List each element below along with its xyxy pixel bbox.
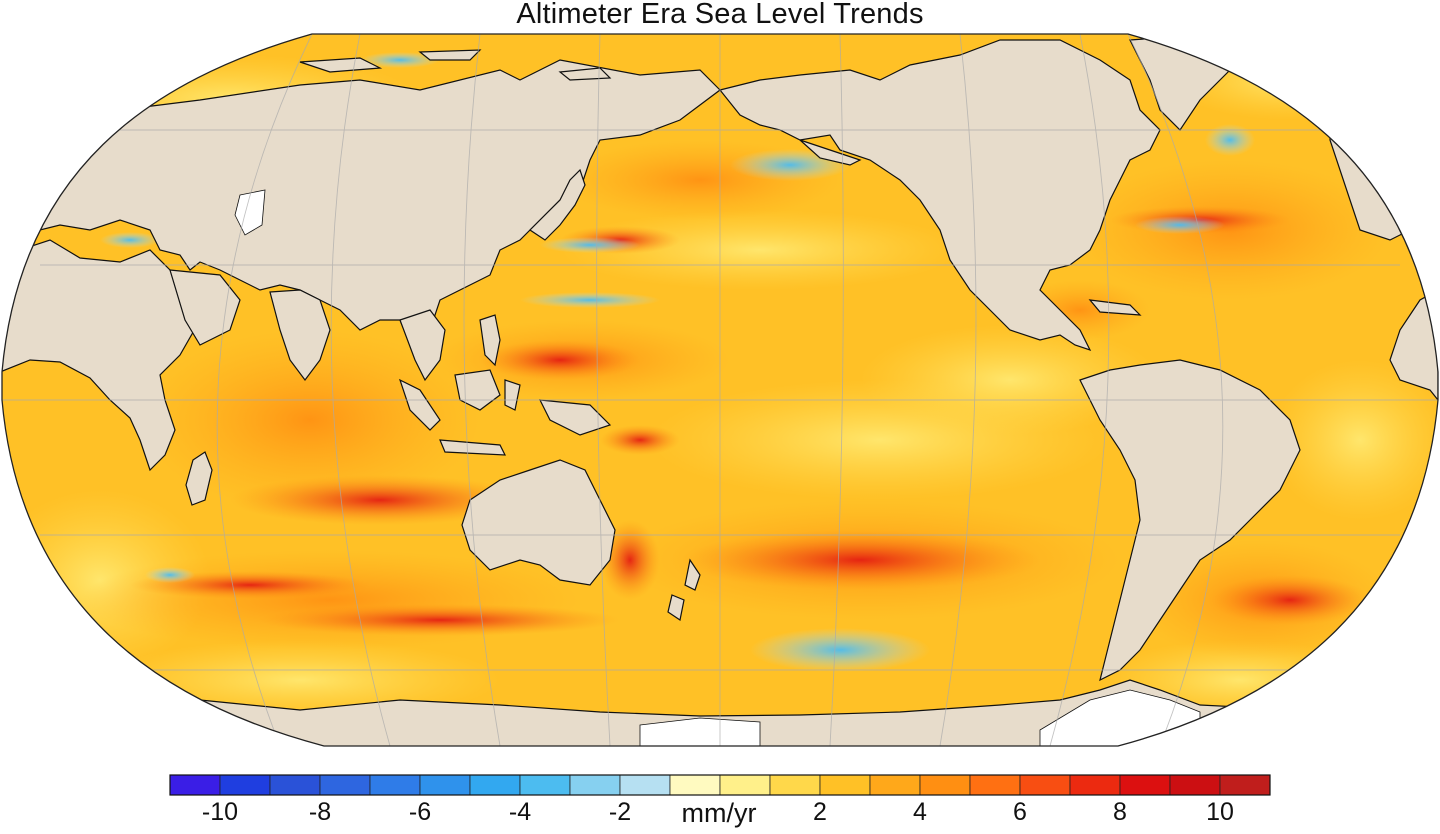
- colorbar-tick-label: 8: [1113, 798, 1127, 826]
- colorbar-tick-label: -2: [608, 798, 632, 826]
- colorbar-outline: [169, 774, 1271, 796]
- land-japan: [529, 168, 586, 241]
- land-papua: [538, 399, 612, 436]
- trend-blob: [230, 475, 530, 525]
- colorbar-bin: [419, 774, 471, 796]
- ice-antarctica-edge-left: [639, 717, 761, 746]
- trend-blob: [140, 330, 480, 510]
- colorbar-bin: [1019, 774, 1071, 796]
- trend-blob: [750, 628, 930, 672]
- colorbar-bin: [369, 774, 421, 796]
- land-madagascar: [185, 451, 213, 506]
- colorbar-units: mm/yr: [681, 798, 757, 828]
- land-north-america: [718, 39, 1161, 352]
- land-india: [269, 289, 331, 381]
- graticule-meridian: [1049, 34, 1110, 746]
- globe-outline: [1, 33, 1439, 747]
- graticule-meridian: [829, 34, 844, 746]
- graticule-meridian: [216, 34, 313, 746]
- trend-blob: [600, 520, 660, 600]
- colorbar-bin: [919, 774, 971, 796]
- colorbar-bins: [169, 774, 1271, 796]
- trend-blob: [360, 52, 440, 68]
- trend-blob: [100, 232, 160, 248]
- colorbar-bin: [469, 774, 521, 796]
- land-indochina: [399, 309, 446, 382]
- colorbar-tick-label: 2: [813, 798, 827, 826]
- land-philippines: [479, 314, 501, 367]
- globe-content: [2, 34, 1438, 746]
- colorbar-bin: [669, 774, 721, 796]
- land-new-zealand: [667, 558, 701, 621]
- colorbar-tick-label: 6: [1013, 798, 1027, 826]
- colorbar-bin: [1069, 774, 1121, 796]
- land-indonesia-sulawesi: [504, 379, 521, 411]
- colorbar-tick-label: -10: [201, 798, 239, 826]
- trend-blob: [1210, 575, 1370, 625]
- colorbar-bin: [519, 774, 571, 796]
- land-alaska-peninsula: [799, 139, 862, 166]
- colorbar-bin: [569, 774, 621, 796]
- colorbar-bin: [719, 774, 771, 796]
- colorbar-bin: [819, 774, 871, 796]
- trend-blob: [260, 604, 620, 636]
- land-africa-west: [1389, 288, 1438, 402]
- trend-blob: [540, 237, 640, 253]
- colorbar-bin: [969, 774, 1021, 796]
- land-south-america: [1079, 359, 1301, 682]
- trend-blob: [680, 530, 1040, 590]
- trend-blob: [1135, 216, 1225, 234]
- graticule-meridian: [1127, 34, 1224, 746]
- land-europe-asia: [2, 59, 721, 362]
- colorbar-tick-label: 4: [913, 798, 927, 826]
- graticule-meridian: [596, 34, 611, 746]
- colorbar-bin: [319, 774, 371, 796]
- trend-blob: [1205, 124, 1255, 156]
- graticule-meridian: [939, 34, 977, 746]
- colorbar-bin: [269, 774, 321, 796]
- land-arctic-islands: [299, 49, 612, 81]
- colorbar-tick-label: -4: [508, 798, 532, 826]
- colorbar-bin: [869, 774, 921, 796]
- land-indonesia-java: [439, 439, 506, 456]
- colorbar-bin: [619, 774, 671, 796]
- trend-blob: [860, 325, 1160, 435]
- colorbar-tick-label: 10: [1206, 798, 1234, 826]
- colorbar-bin: [1169, 774, 1221, 796]
- colorbar-tick-label: -8: [308, 798, 332, 826]
- land-arabia: [169, 269, 241, 346]
- graticule-meridian: [463, 34, 501, 746]
- colorbar-bin: [769, 774, 821, 796]
- graticule-meridian: [330, 34, 391, 746]
- map-title: Altimeter Era Sea Level Trends: [516, 0, 924, 30]
- trend-blob: [600, 425, 680, 455]
- colorbar-tick-label: -6: [408, 798, 432, 826]
- land-indonesia-sumatra: [398, 378, 441, 431]
- colorbar-bin: [219, 774, 271, 796]
- graticule: [2, 34, 1438, 746]
- land-australia: [461, 459, 616, 586]
- trend-blob: [145, 567, 195, 583]
- trend-blob: [520, 292, 660, 308]
- ice-antarctica-edge-right: [1039, 689, 1201, 746]
- colorbar-bin: [169, 774, 221, 796]
- colorbar-bin: [1219, 774, 1271, 796]
- land-cuba: [1088, 299, 1142, 316]
- colorbar-bin: [1119, 774, 1171, 796]
- land-africa: [2, 239, 201, 472]
- trend-blob: [480, 340, 640, 380]
